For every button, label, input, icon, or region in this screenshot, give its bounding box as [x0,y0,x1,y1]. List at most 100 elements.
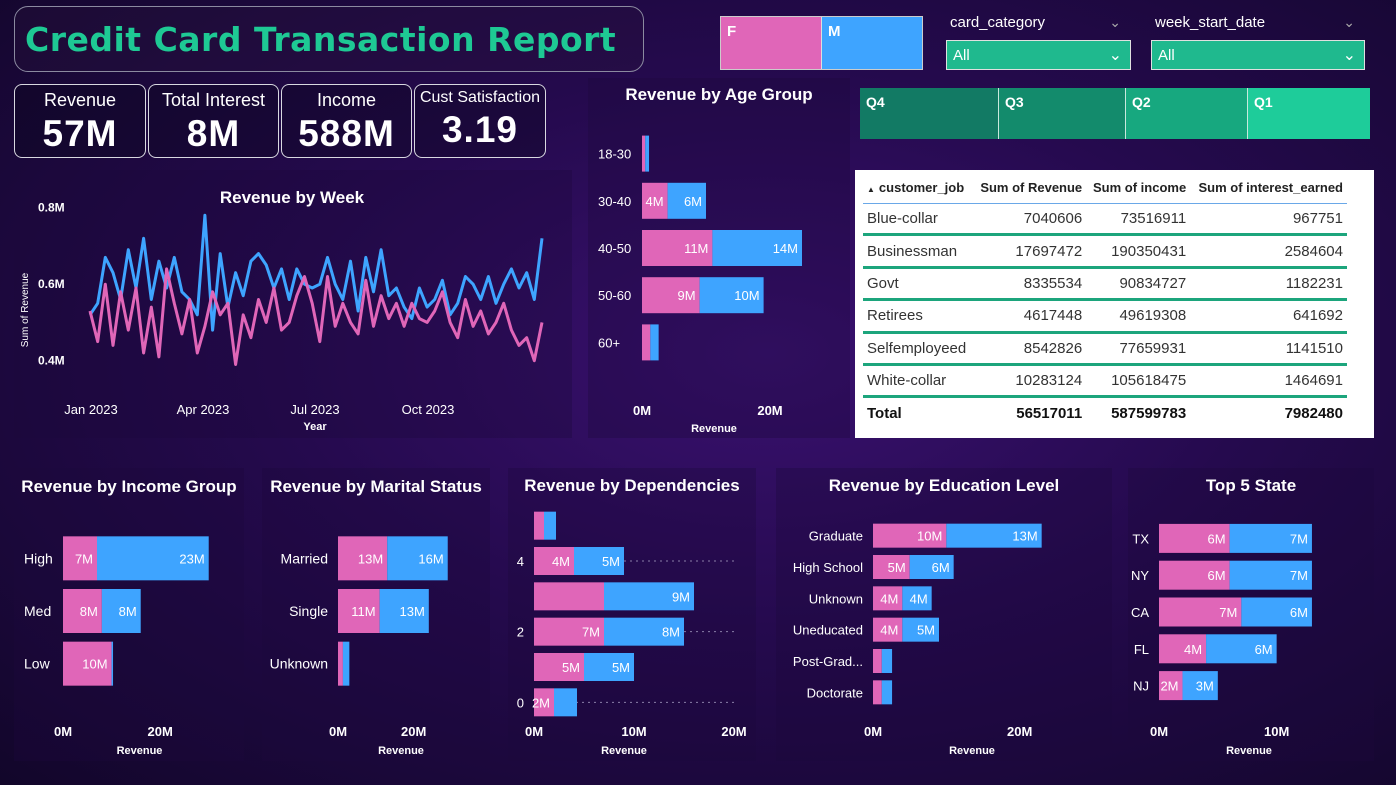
card-category-filter: card_category ⌄ All ⌄ [946,14,1131,70]
bar-female [642,135,646,172]
category-label: NJ [1133,679,1149,694]
data-label: 5M [917,623,935,638]
revenue-by-dependencies-panel: Revenue by Dependencies 4 4M 5M 9M 2 7M 8M 5M 5M 0… [508,468,756,761]
bar-female [534,688,554,717]
category-label: TX [1132,531,1149,546]
bar-female [642,230,713,266]
data-label: 3M [1196,679,1214,694]
quarter-tile-q3[interactable]: Q3 [999,88,1126,139]
table-cell: 73516911 [1086,203,1191,237]
card-category-dropdown[interactable]: All ⌄ [946,40,1131,70]
x-tick-label: 20M [401,724,426,739]
table-row: White-collar 10283124 105618475 1464691 [863,364,1347,399]
category-label: 40-50 [598,241,631,256]
data-label: 13M [358,551,383,566]
bar-male [574,547,624,575]
bar-female [534,511,544,540]
data-label: 4M [880,623,898,638]
table-cell: 10283124 [973,364,1087,399]
data-label: 6M [1290,605,1308,620]
table-cell: 77659931 [1086,332,1191,366]
chart-title: Top 5 State [1206,476,1296,495]
category-label: High [24,550,53,566]
chart-title: Revenue by Age Group [625,85,812,104]
data-label: 6M [1255,642,1273,657]
kpi-revenue-value: 57M [42,113,118,154]
bar-male [604,582,694,611]
kpi-revenue: Revenue 57M [14,84,146,158]
table-header-revenue[interactable]: Sum of Revenue [973,176,1087,204]
revenue-by-dependencies-chart: Revenue by Dependencies 4 4M 5M 9M 2 7M 8M 5M 5M 0… [517,476,747,757]
quarter-tile-q4[interactable]: Q4 [860,88,999,139]
customer-job-table: ▲ customer_job Sum of Revenue Sum of inco… [855,170,1374,438]
bar-male [650,324,659,361]
data-label: 4M [1184,642,1202,657]
category-label: 50-60 [598,288,631,303]
report-title-box: Credit Card Transaction Report [14,6,644,72]
revenue-by-marital-panel: Revenue by Marital Status Married 13M 16M Si… [262,468,490,761]
bar-male [902,617,939,642]
bar-female [338,536,388,581]
quarter-tile-q2[interactable]: Q2 [1126,88,1248,139]
customer-job-matrix: ▲ customer_job Sum of Revenue Sum of inco… [863,176,1347,428]
data-label: 4M [910,591,928,606]
table-cell: 1141510 [1190,332,1347,366]
data-label: 13M [1012,529,1037,544]
bar-female [63,589,102,633]
quarter-tile-q1[interactable]: Q1 [1248,88,1370,139]
category-label: Doctorate [807,685,863,700]
table-cell: Retirees [863,299,974,334]
card-category-label: card_category [950,14,1046,31]
bar-female [1159,634,1207,664]
table-cell: Blue-collar [863,203,974,237]
bar-male [101,589,141,633]
bar-male [1241,597,1312,627]
data-label: 6M [684,194,702,209]
table-total-row: Total 56517011 587599783 7982480 [863,396,1347,428]
table-header-income[interactable]: Sum of income [1086,176,1191,204]
chart-title: Revenue by Income Group [21,477,236,496]
bar-male [584,653,634,681]
bar-male [1229,523,1312,553]
data-label: 7M [1219,605,1237,620]
x-axis-title: Year [303,421,327,433]
table-cell: 17697472 [973,234,1087,269]
table-cell: 587599783 [1086,396,1191,428]
revenue-by-income-chart: Revenue by Income Group High 7M 23M Med 8M 8M L… [21,477,236,757]
x-tick-label: 10M [1264,724,1289,739]
bar-male [667,182,706,219]
bar-male [604,617,684,646]
kpi-cust-satisfaction-label: Cust Satisfaction [419,89,541,106]
category-label: Med [24,603,51,619]
data-label: 4M [646,194,664,209]
y-axis-title: Sum of Revenue [20,272,31,347]
x-axis-title: Revenue [1226,745,1272,757]
card-category-chevron-icon[interactable]: ⌄ [1109,14,1121,30]
kpi-cust-satisfaction: Cust Satisfaction 3.19 [414,84,546,158]
gender-male-tile[interactable]: M [821,17,922,69]
x-tick-label: 20M [721,724,746,739]
data-label: 7M [75,551,93,566]
x-tick-label: 0M [633,403,651,418]
category-label: 30-40 [598,194,631,209]
gender-female-tile[interactable]: F [721,17,821,69]
bar-male [1229,560,1312,590]
table-header-customer-job[interactable]: ▲ customer_job [863,176,974,204]
series-line-male [88,213,544,332]
kpi-total-interest-label: Total Interest [161,90,266,110]
table-cell: Businessman [863,234,974,269]
bar-male [111,641,114,686]
week-start-date-dropdown[interactable]: All ⌄ [1151,40,1365,70]
bar-male [379,589,429,633]
revenue-by-week-panel: Revenue by Week 0.4M 0.6M 0.8M Sum of Revenu… [14,170,572,438]
data-label: 5M [612,660,630,675]
x-tick-label: Oct 2023 [402,402,455,417]
table-header-interest[interactable]: Sum of interest_earned [1190,176,1347,204]
kpi-income: Income 588M [281,84,412,158]
table-cell: 7040606 [973,203,1087,237]
category-label: Single [289,603,328,619]
bar-male [342,641,350,686]
gender-slicer: F M [720,16,923,70]
data-label: 7M [1290,568,1308,583]
week-start-date-chevron-icon[interactable]: ⌄ [1343,14,1355,30]
